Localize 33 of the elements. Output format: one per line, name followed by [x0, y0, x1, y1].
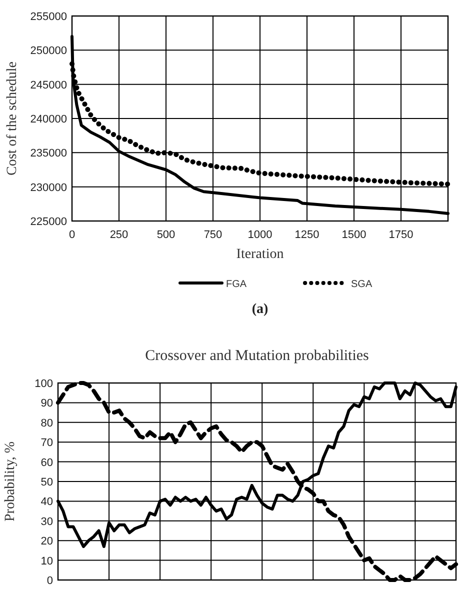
y-axis-title: Cost of the schedule: [5, 62, 20, 176]
y-tick-label: 250000: [30, 45, 67, 58]
x-axis-title: Iteration: [236, 247, 284, 262]
y-tick-label: 70: [40, 437, 53, 450]
y-tick-label: 225000: [30, 216, 67, 228]
chart-title: Crossover and Mutation probabilities: [145, 348, 370, 364]
y-tick-label: 60: [40, 456, 53, 469]
y-tick-label: 50: [40, 476, 53, 488]
legend-label: SGA: [351, 279, 372, 290]
x-tick-label: 1500: [342, 229, 366, 241]
y-axis-title: Probability, %: [3, 441, 18, 522]
text: (a): [252, 302, 268, 317]
x-tick-label: 750: [204, 229, 222, 241]
x-tick-label: 250: [110, 229, 128, 241]
legend-label: FGA: [226, 279, 247, 290]
x-tick-label: 0: [68, 229, 76, 241]
y-tick-label: 90: [40, 398, 53, 410]
y-tick-label: 10: [40, 555, 53, 568]
y-tick-label: 20: [40, 536, 53, 548]
x-tick-label: 500: [156, 229, 176, 241]
y-tick-label: 230000: [30, 182, 67, 194]
y-tick-label: 235000: [30, 148, 67, 160]
y-tick-label: 80: [40, 417, 53, 430]
y-tick-label: 0: [46, 575, 53, 587]
y-tick-label: 245000: [30, 79, 67, 92]
x-tick-label: 1250: [294, 229, 320, 241]
x-tick-label: 1750: [388, 229, 414, 241]
y-tick-label: 240000: [30, 114, 67, 126]
y-tick-label: 30: [40, 516, 53, 528]
x-tick-label: 1000: [248, 229, 272, 241]
y-tick-label: 40: [40, 496, 53, 508]
y-tick-label: 100: [34, 378, 53, 390]
y-tick-label: 255000: [30, 11, 67, 23]
